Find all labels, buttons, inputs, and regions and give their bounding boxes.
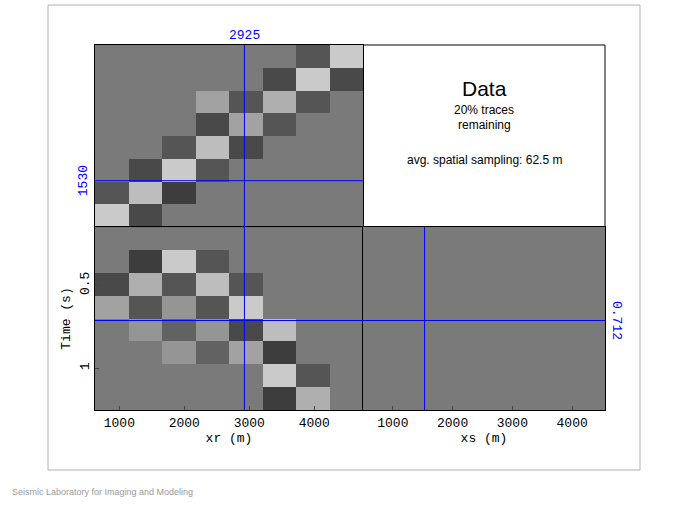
svg-text:1000: 1000 bbox=[104, 416, 135, 431]
svg-text:remaining: remaining bbox=[458, 118, 511, 132]
svg-text:avg. spatial sampling: 62.5 m: avg. spatial sampling: 62.5 m bbox=[407, 153, 562, 167]
svg-text:4000: 4000 bbox=[299, 416, 330, 431]
svg-text:3000: 3000 bbox=[234, 416, 265, 431]
svg-text:xr (m): xr (m) bbox=[206, 431, 253, 446]
svg-text:2000: 2000 bbox=[169, 416, 200, 431]
svg-text:1000: 1000 bbox=[377, 416, 408, 431]
svg-text:1530: 1530 bbox=[76, 165, 91, 196]
svg-text:2925: 2925 bbox=[229, 28, 260, 43]
svg-text:Data: Data bbox=[462, 77, 507, 100]
svg-text:Time (s): Time (s) bbox=[59, 287, 74, 349]
svg-text:0.5: 0.5 bbox=[78, 272, 93, 295]
svg-text:xs (m): xs (m) bbox=[461, 431, 508, 446]
svg-text:0.712: 0.712 bbox=[609, 301, 624, 340]
svg-text:2000: 2000 bbox=[437, 416, 468, 431]
svg-text:Seismic Laboratory for Imaging: Seismic Laboratory for Imaging and Model… bbox=[12, 487, 193, 497]
svg-text:20% traces: 20% traces bbox=[454, 103, 514, 117]
svg-text:3000: 3000 bbox=[497, 416, 528, 431]
svg-text:4000: 4000 bbox=[557, 416, 588, 431]
svg-text:1: 1 bbox=[78, 362, 93, 370]
